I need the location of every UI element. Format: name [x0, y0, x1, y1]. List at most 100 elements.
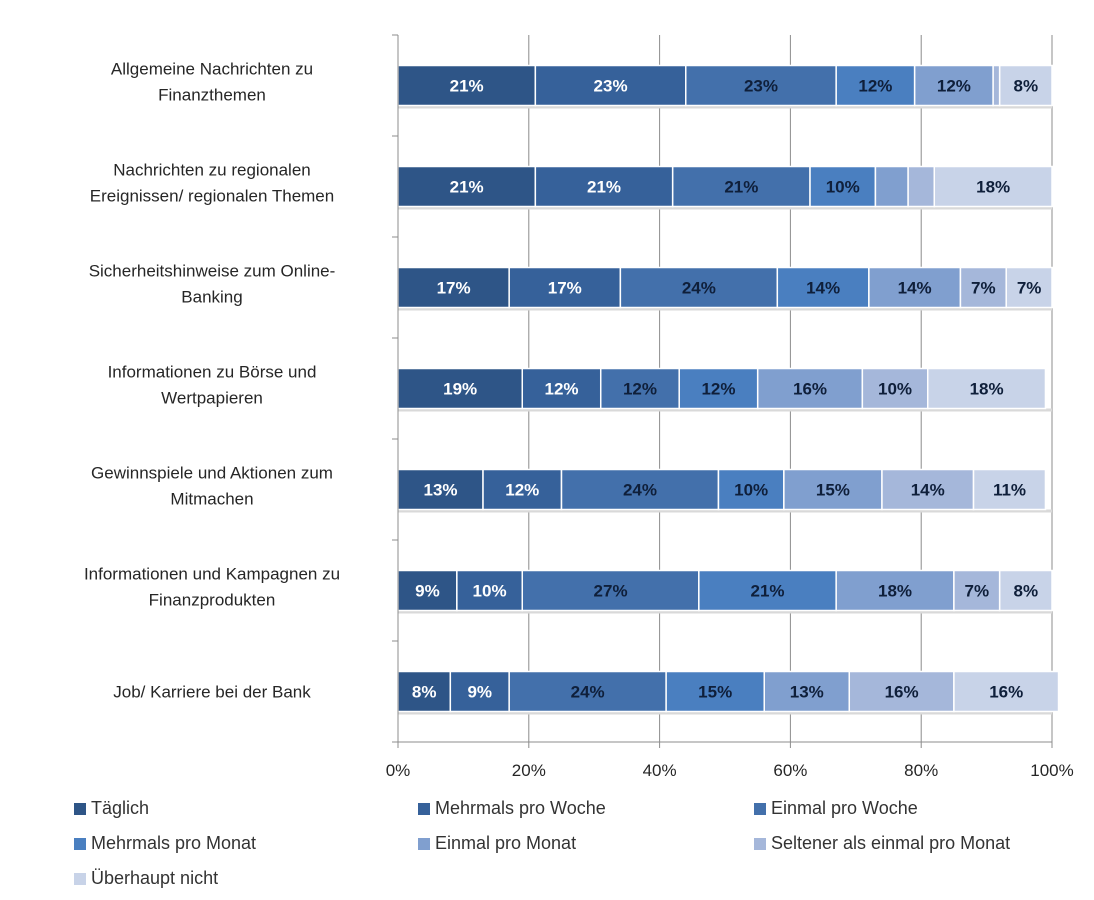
- bar-segment: [874, 165, 909, 208]
- category-labels: Allgemeine Nachrichten zu Finanzthemen Nac…: [84, 60, 340, 702]
- bar-segment: [998, 569, 1053, 612]
- x-tick-label: 20%: [512, 761, 546, 780]
- bar-segment: [671, 165, 811, 208]
- bar-segment: [926, 367, 1047, 410]
- bar-segment: [783, 468, 883, 511]
- data-label: 18%: [976, 178, 1010, 197]
- bar-segment: [953, 670, 1060, 713]
- category-label: Informationen zu Börse und: [108, 363, 317, 382]
- legend-item: Täglich: [74, 798, 149, 819]
- legend-item: Seltener als einmal pro Monat: [754, 833, 1010, 854]
- legend-item: Überhaupt nicht: [74, 868, 218, 889]
- data-label: 10%: [826, 178, 860, 197]
- data-label: 10%: [878, 380, 912, 399]
- category-label: Informationen und Kampagnen zu: [84, 565, 340, 584]
- data-label: 7%: [1017, 279, 1042, 298]
- bar-shadow: [398, 509, 1052, 513]
- data-label: 21%: [724, 178, 758, 197]
- data-label: 12%: [505, 481, 539, 500]
- data-label: 8%: [1014, 582, 1039, 601]
- x-tick-label: 80%: [904, 761, 938, 780]
- bar-row: 17% 17% 24% 14% 14% 7% 7%: [397, 266, 1053, 311]
- category-label: Gewinnspiele und Aktionen zum: [91, 464, 333, 483]
- data-label: 12%: [937, 77, 971, 96]
- bar-segment: [907, 165, 936, 208]
- bar-shadow: [398, 408, 1052, 412]
- bar-segment: [881, 468, 975, 511]
- bar-segment: [397, 468, 484, 511]
- category-label: Sicherheitshinweise zum Online-: [89, 262, 336, 281]
- bar-segment: [397, 569, 458, 612]
- bar-segment: [809, 165, 877, 208]
- bar-row: 21% 21% 21% 10% 18%: [397, 165, 1053, 210]
- data-label: 8%: [412, 683, 437, 702]
- bar-segment: [835, 569, 955, 612]
- data-label: 15%: [698, 683, 732, 702]
- legend-swatch: [754, 802, 766, 815]
- data-label: 7%: [971, 279, 996, 298]
- bar-segment: [665, 670, 765, 713]
- bar-row: 13% 12% 24% 10% 15% 14% 11%: [397, 468, 1052, 513]
- data-label: 24%: [682, 279, 716, 298]
- bar-segment: [521, 569, 700, 612]
- data-label: 12%: [623, 380, 657, 399]
- data-label: 7%: [965, 582, 990, 601]
- data-label: 8%: [1014, 77, 1039, 96]
- bar-segment: [508, 670, 667, 713]
- bar-segment: [763, 670, 851, 713]
- bar-segment: [998, 64, 1053, 107]
- bar-shadow: [398, 206, 1052, 210]
- data-label: 21%: [750, 582, 784, 601]
- data-label: 9%: [467, 683, 492, 702]
- data-label: 23%: [594, 77, 628, 96]
- bar-segment: [521, 367, 602, 410]
- bar-shadow: [398, 711, 1052, 715]
- data-label: 10%: [734, 481, 768, 500]
- x-tick-label: 40%: [643, 761, 677, 780]
- bar-segment: [482, 468, 563, 511]
- bar-segment: [1005, 266, 1053, 309]
- x-tick-label: 100%: [1030, 761, 1073, 780]
- category-label: Mitmachen: [170, 490, 253, 509]
- bar-segment: [619, 266, 779, 309]
- bar-row: 19% 12% 12% 12% 16% 10% 18%: [397, 367, 1052, 412]
- x-tick-labels: 0% 20% 40% 60% 80% 100%: [386, 761, 1074, 780]
- bar-segment: [933, 165, 1053, 208]
- data-label: 12%: [858, 77, 892, 96]
- data-label: 21%: [450, 77, 484, 96]
- data-label: 14%: [806, 279, 840, 298]
- category-label: Finanzthemen: [158, 86, 266, 105]
- bar-segment: [756, 367, 864, 410]
- data-label: 18%: [970, 380, 1004, 399]
- data-label: 16%: [885, 683, 919, 702]
- category-label: Finanzprodukten: [149, 591, 276, 610]
- bar-row: 8% 9% 24% 15% 13% 16% 16%: [397, 670, 1060, 715]
- bar-row: 9% 10% 27% 21% 18% 7% 8%: [397, 569, 1053, 614]
- axes: [392, 34, 1053, 748]
- bar-segment: [534, 165, 674, 208]
- data-label: 13%: [423, 481, 457, 500]
- legend-label: Überhaupt nicht: [91, 868, 219, 888]
- bar-segment: [508, 266, 622, 309]
- data-label: 21%: [587, 178, 621, 197]
- data-label: 13%: [790, 683, 824, 702]
- legend-item: Mehrmals pro Woche: [418, 798, 606, 819]
- bars: 21% 23% 23% 12% 12% 8% 21% 21% 21% 10% 18% 17% 17% 24…: [397, 64, 1060, 715]
- data-label: 17%: [548, 279, 582, 298]
- bar-segment: [698, 569, 837, 612]
- legend-label: Mehrmals pro Woche: [435, 798, 606, 818]
- data-label: 16%: [793, 380, 827, 399]
- bar-segment: [848, 670, 955, 713]
- legend-swatch: [74, 837, 86, 850]
- legend-swatch: [418, 837, 430, 850]
- legend-label: Einmal pro Monat: [435, 833, 577, 853]
- data-label: 18%: [878, 582, 912, 601]
- legend-item: Mehrmals pro Monat: [74, 833, 256, 854]
- legend-item: Einmal pro Monat: [418, 833, 576, 854]
- legend-item: Einmal pro Woche: [754, 798, 918, 819]
- category-label: Allgemeine Nachrichten zu: [111, 60, 313, 79]
- bar-segment: [397, 670, 452, 713]
- data-label: 14%: [911, 481, 945, 500]
- data-label: 21%: [450, 178, 484, 197]
- bar-segment: [534, 64, 687, 107]
